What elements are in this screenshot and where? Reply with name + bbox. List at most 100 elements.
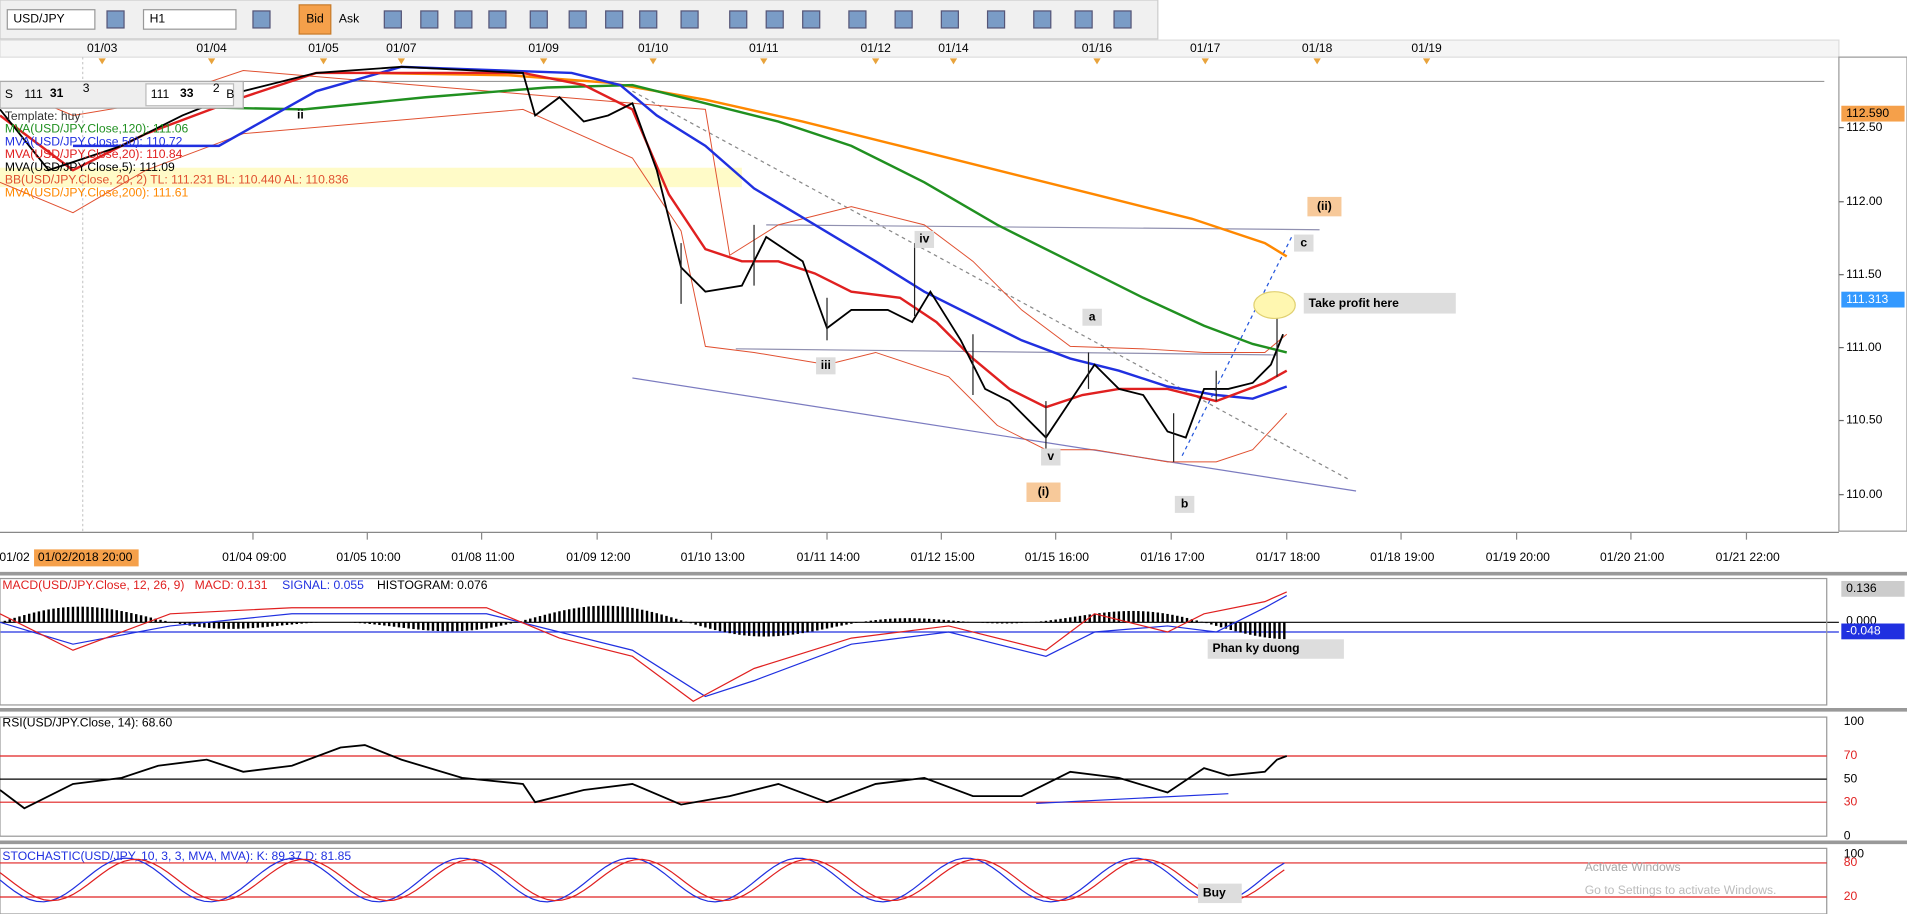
legend-entry: BB(USD/JPY.Close, 20, 2) TL: 111.231 BL:… (5, 173, 349, 187)
wave-label-box (1307, 196, 1342, 217)
high-price: 112.590 (1846, 106, 1889, 120)
legend-entry: MVA(USD/JPY.Close,50): 110.72 (5, 134, 183, 148)
stoch-axis-label: 100 (1844, 847, 1865, 861)
bid-button[interactable] (298, 4, 332, 35)
wave-label-box (1174, 495, 1195, 513)
bid-button-label[interactable]: Bid (306, 12, 324, 26)
top-date: 01/09 (528, 41, 559, 55)
date-marker (98, 58, 106, 65)
date-marker (1093, 58, 1101, 65)
date-marker (397, 58, 405, 65)
toolbar-icon[interactable] (420, 10, 439, 29)
date-marker (1313, 58, 1321, 65)
symbol[interactable]: USD/JPY (13, 12, 64, 26)
time-label: 01/10 13:00 (681, 550, 745, 564)
time-label: 01/02/2018 20:00 (38, 550, 133, 564)
macd-axis-box (1841, 623, 1905, 640)
high-price-box (1841, 105, 1905, 122)
wave-label: iii (821, 358, 831, 372)
wave-label: ii (297, 108, 304, 122)
trend-line (632, 90, 1351, 481)
price-label: 111.00 (1846, 340, 1882, 354)
rsi-axis-label: 50 (1844, 771, 1858, 785)
toolbar-icon[interactable] (940, 10, 959, 29)
current-price-box (1841, 291, 1905, 308)
trend-line (1181, 236, 1293, 457)
sell-price-pip[interactable]: 3 (83, 81, 90, 95)
toolbar-icon[interactable] (605, 10, 624, 29)
timeframe[interactable]: H1 (150, 12, 166, 26)
top-date: 01/05 (308, 41, 339, 55)
stoch-axis-label: 80 (1844, 855, 1858, 869)
toolbar-icon[interactable] (252, 10, 271, 29)
buy-price-pip[interactable]: 2 (213, 81, 220, 95)
toolbar-icon[interactable] (1033, 10, 1052, 29)
toolbar-icon[interactable] (802, 10, 821, 29)
time-label: 01/08 11:00 (451, 550, 515, 564)
toolbar-icon[interactable] (529, 10, 548, 29)
sell-label[interactable]: S (5, 87, 13, 101)
toolbar-icon[interactable] (106, 10, 125, 29)
wave-label-box (1026, 482, 1061, 502)
buy-box[interactable] (145, 83, 235, 107)
date-marker (949, 58, 958, 65)
toolbar-icon[interactable] (639, 10, 658, 29)
wave-label-box (914, 230, 935, 248)
top-date: 01/07 (386, 41, 417, 55)
toolbar-icon[interactable] (454, 10, 473, 29)
sell-price[interactable]: 31 (50, 86, 64, 100)
rsi-divergence (1036, 793, 1229, 805)
time-label: 01/21 22:00 (1716, 550, 1780, 564)
buy-label[interactable]: B (226, 87, 234, 101)
mva-200 (364, 71, 1288, 258)
toolbar-icon[interactable] (848, 10, 867, 29)
toolbar-icon[interactable] (729, 10, 748, 29)
rsi-axis-label: 0 (1844, 828, 1851, 842)
price-label: 112.50 (1846, 120, 1882, 134)
toolbar-icon[interactable] (1074, 10, 1093, 29)
legend-highlight (0, 167, 742, 188)
take-profit-marker (1253, 291, 1296, 320)
take-profit-box (1303, 292, 1456, 314)
toolbar-icon[interactable] (488, 10, 507, 29)
time-highlight (34, 549, 139, 567)
time-label: 01/18 19:00 (1370, 550, 1434, 564)
toolbar-icon[interactable] (894, 10, 913, 29)
buy-price-prefix[interactable]: 111 (151, 87, 170, 101)
toolbar-icon[interactable] (765, 10, 784, 29)
wave-label-box (1294, 234, 1314, 252)
top-date: 01/17 (1190, 41, 1221, 55)
stoch-note: Buy (1203, 886, 1226, 900)
macd-note: Phan ky duong (1213, 641, 1300, 655)
current-price: 111.313 (1846, 292, 1888, 306)
time-label: 01/17 18:00 (1256, 550, 1320, 564)
watermark: Go to Settings to activate Windows. (1585, 883, 1777, 897)
toolbar-icon[interactable] (1113, 10, 1132, 29)
time-label: 01/12 15:00 (910, 550, 974, 564)
toolbar-icon[interactable] (568, 10, 587, 29)
price-label: 110.50 (1846, 413, 1882, 427)
stoch-axis-label: 20 (1844, 889, 1858, 903)
timeframe-dropdown[interactable] (142, 9, 237, 30)
wave-label-box (1082, 308, 1102, 326)
symbol-dropdown[interactable] (6, 9, 96, 30)
legend-entry: MVA(USD/JPY.Close,20): 110.84 (5, 147, 183, 161)
price-label: 112.00 (1846, 194, 1882, 208)
trend-line (766, 224, 1320, 231)
wave-label-box (816, 357, 836, 375)
macd-line (0, 591, 1287, 703)
toolbar-icon[interactable] (680, 10, 699, 29)
buy-price[interactable]: 33 (180, 86, 194, 100)
top-date: 01/16 (1082, 41, 1113, 55)
sell-price-prefix[interactable]: 111 (24, 87, 43, 101)
date-marker (649, 58, 657, 65)
top-date: 01/18 (1302, 41, 1333, 55)
ask-button-label[interactable]: Ask (339, 12, 360, 26)
toolbar-icon[interactable] (383, 10, 402, 29)
macd-frame (0, 577, 1828, 706)
top-date: 01/03 (87, 41, 118, 55)
toolbar-icon[interactable] (986, 10, 1006, 29)
macd-signal: SIGNAL: 0.055 (282, 578, 364, 592)
macd-value: MACD: 0.131 (195, 578, 268, 592)
